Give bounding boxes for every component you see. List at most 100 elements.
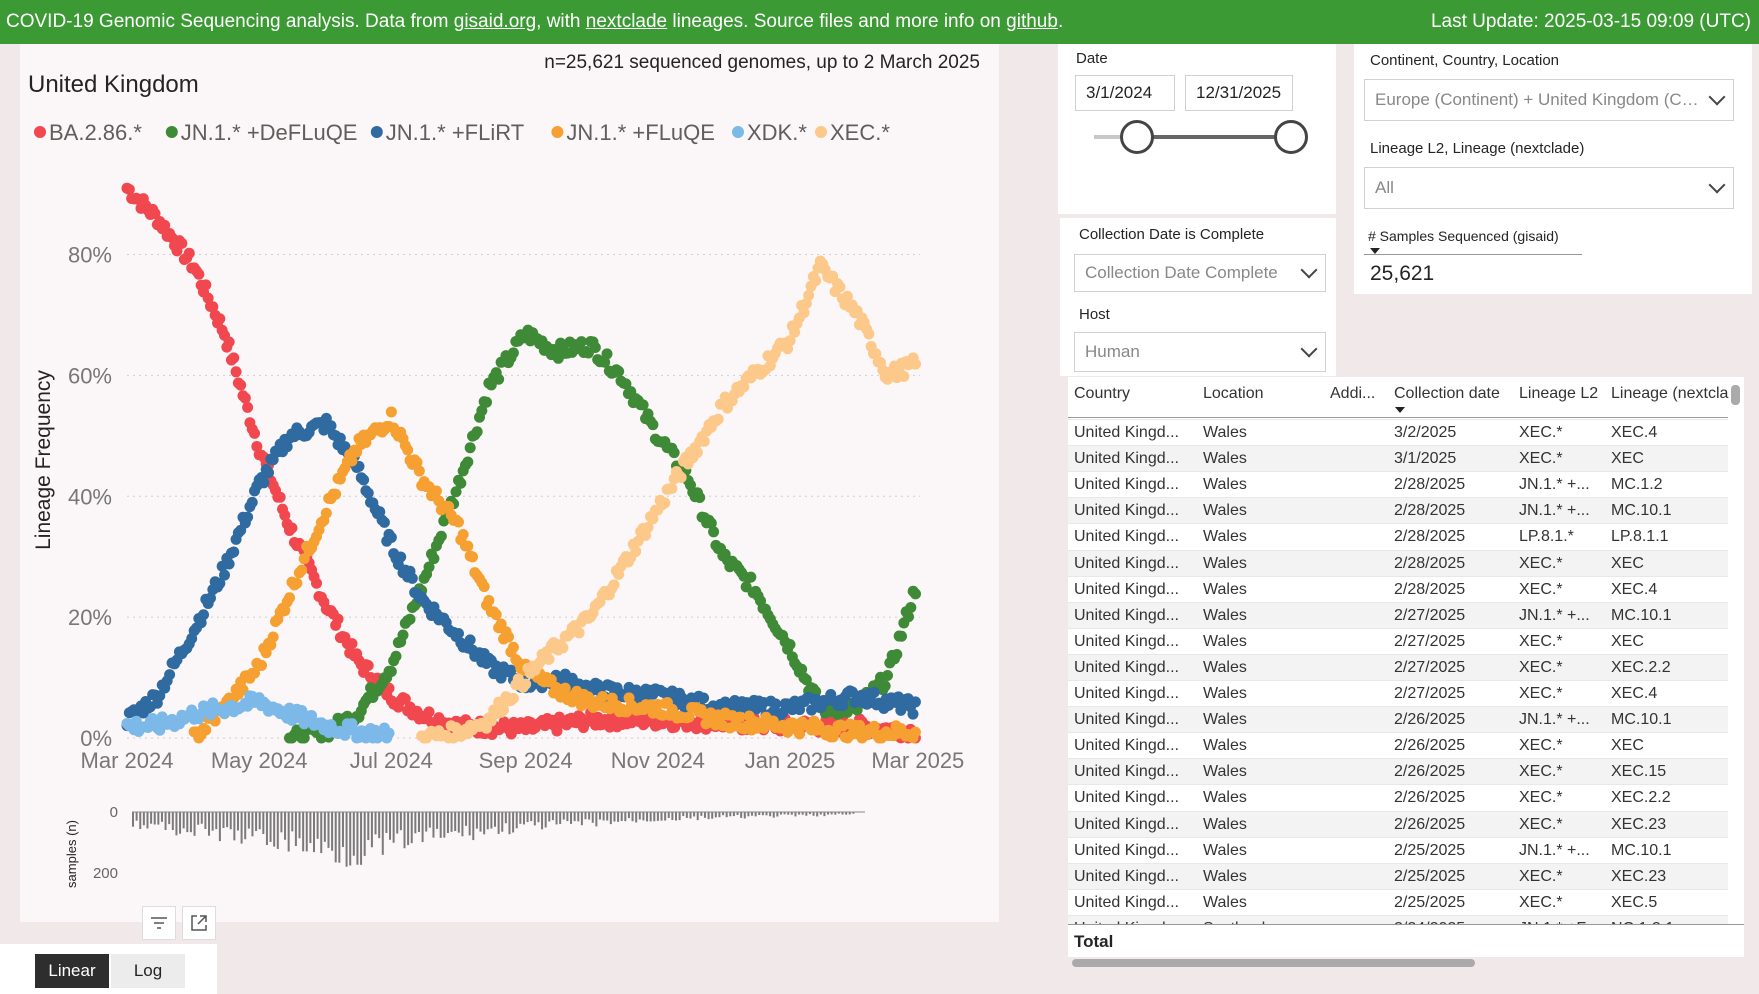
table-header-divider — [1068, 417, 1728, 418]
table-row[interactable]: United Kingd... Wales 2/27/2025 XEC.* XEC.2.… — [1068, 653, 1728, 680]
sample-bar — [367, 812, 370, 841]
sample-bar — [425, 812, 428, 832]
table-row[interactable]: United Kingd... Wales 2/28/2025 JN.1.* +...… — [1068, 471, 1728, 497]
sample-bar — [573, 812, 576, 822]
cell-location: Wales — [1203, 476, 1247, 494]
sample-bar — [675, 812, 677, 821]
host-dropdown[interactable]: Human — [1074, 332, 1326, 372]
table-row[interactable]: United Kingd... Wales 2/26/2025 XEC.* XEC.15 — [1068, 758, 1728, 785]
cell-lineage-nextclade: XEC.4 — [1611, 685, 1658, 702]
data-point — [428, 553, 440, 565]
table-horizontal-scrollbar[interactable] — [1072, 959, 1475, 967]
data-point — [457, 528, 469, 540]
sample-bar — [316, 812, 319, 839]
cell-lineage-nextclade: MC.10.1 — [1611, 502, 1672, 520]
table-row[interactable]: United Kingd... Wales 2/25/2025 JN.1.* +...… — [1068, 836, 1728, 863]
date-start-input[interactable]: 3/1/2024 — [1075, 75, 1175, 111]
sample-bar — [812, 812, 815, 816]
sample-bar — [584, 812, 587, 820]
github-link[interactable]: github — [1006, 11, 1058, 32]
gisaid-link[interactable]: gisaid.org — [453, 11, 537, 32]
sample-bar — [678, 812, 681, 821]
filter-icon[interactable] — [142, 906, 176, 940]
table-row[interactable]: United Kingd... Wales 2/28/2025 JN.1.* +...… — [1068, 497, 1728, 524]
sample-bar — [226, 812, 229, 828]
legend-label: JN.1.* +FLiRT — [386, 120, 524, 145]
lineage-dropdown[interactable]: All — [1364, 167, 1734, 209]
column-header-collection-date[interactable]: Collection date — [1394, 385, 1500, 402]
sample-bar — [483, 812, 486, 835]
table-row[interactable]: United Kingd... Wales 2/26/2025 XEC.* XEC.23 — [1068, 810, 1728, 837]
sample-bar — [193, 812, 196, 836]
date-end-input[interactable]: 12/31/2025 — [1185, 75, 1293, 111]
column-header-lineage-nextclade[interactable]: Lineage (nextcla — [1611, 385, 1729, 402]
tab-linear[interactable]: Linear — [35, 954, 109, 988]
data-point — [263, 467, 274, 479]
table-row[interactable]: United Kingd... Wales 2/27/2025 XEC.* XEC — [1068, 627, 1728, 654]
column-header-lineage-l2[interactable]: Lineage L2 — [1519, 385, 1599, 402]
tab-log[interactable]: Log — [111, 954, 185, 988]
data-point — [223, 336, 235, 348]
sample-bar — [349, 812, 352, 866]
table-row[interactable]: United Kingd... Wales 3/1/2025 XEC.* XEC — [1068, 445, 1728, 472]
table-row[interactable]: United Kingd... Wales 3/2/2025 XEC.* XEC.4 — [1068, 419, 1728, 445]
collection-complete-dropdown[interactable]: Collection Date Complete — [1074, 254, 1326, 292]
sample-bar — [627, 812, 630, 819]
data-point — [910, 358, 921, 370]
data-point — [507, 692, 519, 704]
data-point — [478, 581, 490, 593]
data-point — [694, 492, 706, 504]
column-header-country[interactable]: Country — [1074, 385, 1131, 402]
data-point — [453, 627, 464, 639]
table-row[interactable]: United Kingd... Wales 2/26/2025 XEC.* XEC — [1068, 732, 1728, 758]
data-point — [320, 507, 332, 519]
sample-bar — [711, 812, 714, 819]
data-point — [647, 513, 659, 525]
sample-bar — [313, 812, 315, 853]
legend-marker — [34, 126, 46, 138]
table-row[interactable]: United Kingd... Wales 2/26/2025 XEC.* XEC.2.… — [1068, 784, 1728, 810]
data-point — [891, 648, 903, 660]
date-range-start-handle[interactable] — [1120, 120, 1154, 154]
sample-bar — [204, 812, 207, 830]
date-range-fill — [1136, 135, 1291, 139]
sample-bar — [381, 812, 384, 855]
data-point — [498, 704, 510, 716]
cell-location: Wales — [1203, 711, 1247, 729]
table-row[interactable]: United Kingd... Wales 2/27/2025 JN.1.* +...… — [1068, 601, 1728, 628]
sample-bar — [566, 812, 569, 822]
cell-location: Wales — [1203, 502, 1247, 520]
date-range-end-handle[interactable] — [1274, 120, 1308, 154]
table-row[interactable]: United Kingd... Wales 2/28/2025 LP.8.1.* LP.… — [1068, 523, 1728, 549]
data-point — [334, 432, 346, 444]
legend-marker — [732, 126, 744, 138]
y-axis-label: Lineage Frequency — [32, 370, 55, 550]
table-row[interactable]: United Kingd... Wales 2/27/2025 XEC.* XEC.4 — [1068, 680, 1728, 706]
y-tick-label: 0% — [80, 726, 112, 751]
table-row[interactable]: United Kingd... Wales 2/26/2025 JN.1.* +...… — [1068, 706, 1728, 733]
data-point — [601, 348, 613, 360]
table-row[interactable]: United Kingd... Wales 2/25/2025 XEC.* XEC.23 — [1068, 862, 1728, 889]
sample-bar — [613, 812, 616, 822]
focus-mode-icon[interactable] — [182, 906, 216, 940]
data-point — [332, 613, 344, 625]
data-point — [642, 521, 654, 533]
legend-label: JN.1.* +DeFLuQE — [181, 120, 358, 145]
data-point — [896, 630, 907, 642]
cell-collection-date: 2/27/2025 — [1394, 632, 1466, 650]
table-row[interactable]: United Kingd... Wales 2/28/2025 XEC.* XEC — [1068, 549, 1728, 576]
sample-bar — [294, 812, 297, 847]
column-header-additional[interactable]: Addi... — [1330, 385, 1376, 402]
table-vertical-scrollbar[interactable] — [1731, 385, 1740, 405]
sample-bar — [515, 812, 518, 829]
cell-location: Wales — [1203, 528, 1247, 546]
cell-country: United Kingd... — [1074, 763, 1179, 781]
sample-bar — [150, 812, 153, 824]
cell-lineage-nextclade: XEC — [1611, 450, 1644, 468]
location-dropdown[interactable]: Europe (Continent) + United Kingdom (Cou… — [1364, 79, 1734, 121]
table-row[interactable]: United Kingd... Wales 2/25/2025 XEC.* XEC.5 — [1068, 888, 1728, 915]
column-header-location[interactable]: Location — [1203, 385, 1264, 402]
table-row[interactable]: United Kingd... Wales 2/28/2025 XEC.* XEC.4 — [1068, 575, 1728, 602]
x-tick-label: Sep 2024 — [479, 748, 573, 773]
nextclade-link[interactable]: nextclade — [585, 11, 668, 32]
